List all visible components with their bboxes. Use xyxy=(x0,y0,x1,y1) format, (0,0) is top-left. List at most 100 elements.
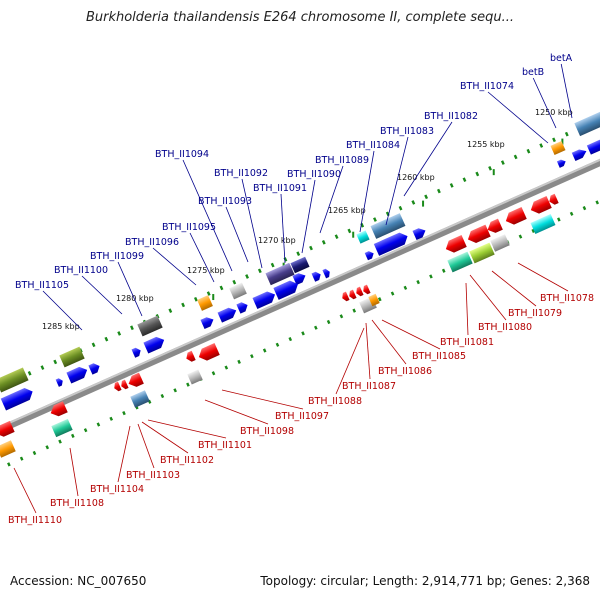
label-beta[interactable]: betA xyxy=(550,53,573,64)
label-bth-ii1096[interactable]: BTH_II1096 xyxy=(125,237,179,248)
gene-lime-box[interactable] xyxy=(469,242,495,264)
label-bth-ii1101[interactable]: BTH_II1101 xyxy=(198,440,252,451)
gene-bth-ii1102-box[interactable] xyxy=(130,390,150,408)
gene-arrow-minus[interactable] xyxy=(354,286,364,298)
gene-bth-ii1092-arrow[interactable] xyxy=(273,278,300,300)
leader-bth-ii1090 xyxy=(301,179,316,254)
gene-bth-ii1095-arrow[interactable] xyxy=(217,305,239,323)
label-bth-ii1087[interactable]: BTH_II1087 xyxy=(342,381,396,392)
gene-bth-ii1094-box[interactable] xyxy=(229,282,247,300)
gene-arrow-minus[interactable] xyxy=(340,291,350,303)
gene-arrow-minus[interactable] xyxy=(184,350,196,363)
label-bth-ii1093[interactable]: BTH_II1093 xyxy=(198,196,252,207)
label-bth-ii1103[interactable]: BTH_II1103 xyxy=(126,470,180,481)
gene-arrow-plus[interactable] xyxy=(364,250,376,261)
label-bth-ii1105[interactable]: BTH_II1105 xyxy=(15,280,69,291)
gene-bth-ii1110-arrow[interactable] xyxy=(0,420,15,439)
label-bth-ii1090[interactable]: BTH_II1090 xyxy=(287,169,341,180)
label-bth-ii1085[interactable]: BTH_II1085 xyxy=(412,351,466,362)
label-bth-ii1092[interactable]: BTH_II1092 xyxy=(214,168,268,179)
label-bth-ii1097[interactable]: BTH_II1097 xyxy=(275,411,329,422)
gene-arrow-minus[interactable] xyxy=(347,289,357,301)
gene-arrow-minus[interactable] xyxy=(361,284,371,296)
label-bth-ii1102[interactable]: BTH_II1102 xyxy=(160,455,214,466)
gene-bth-ii1093-arrow[interactable] xyxy=(252,289,278,309)
gene-cyan-box[interactable] xyxy=(530,214,556,234)
gene-beta-arrow[interactable] xyxy=(586,137,600,155)
label-bth-ii1099[interactable]: BTH_II1099 xyxy=(90,251,144,262)
leader-bth-ii1103 xyxy=(137,423,155,469)
gene-bth-ii1081-arrow[interactable] xyxy=(443,234,467,255)
gene-bth-ii1099-box[interactable] xyxy=(137,315,163,337)
gene-bth-ii1105-box[interactable] xyxy=(59,346,85,368)
leader-bth-ii1081 xyxy=(465,282,469,336)
gene-bth-ii1084-box[interactable] xyxy=(356,230,370,244)
gene-bth-ii1074-box[interactable] xyxy=(550,140,566,156)
gene-bth-ii1091-box[interactable] xyxy=(265,262,295,286)
label-bth-ii1079[interactable]: BTH_II1079 xyxy=(508,308,562,319)
gene-arrow-plus[interactable] xyxy=(88,361,101,375)
label-bth-ii1110[interactable]: BTH_II1110 xyxy=(8,515,62,526)
gene-arrow-minus[interactable] xyxy=(547,193,559,206)
gene-bth-ii1083-arrow[interactable] xyxy=(373,230,410,256)
gene-bth-ii1080-arrow[interactable] xyxy=(465,224,491,246)
gene-arrow-plus[interactable] xyxy=(556,158,567,168)
leader-bth-ii1099 xyxy=(117,261,143,317)
gene-bth-ii1104-arrow[interactable] xyxy=(48,401,68,418)
gene-bth-ii1090-box[interactable] xyxy=(290,256,310,274)
gene-bth-ii1098-box[interactable] xyxy=(187,369,203,385)
label-bth-ii1086[interactable]: BTH_II1086 xyxy=(378,366,432,377)
leader-bth-ii1105 xyxy=(42,290,83,331)
label-bth-ii1081[interactable]: BTH_II1081 xyxy=(440,337,494,348)
label-betb[interactable]: betB xyxy=(522,67,544,78)
gene-arrow-plus[interactable] xyxy=(66,364,89,384)
gene-arrow-plus[interactable] xyxy=(200,315,215,330)
label-bth-ii1098[interactable]: BTH_II1098 xyxy=(240,426,294,437)
gene-bth-ii1082-box[interactable] xyxy=(370,213,406,239)
gene-arrow-minus[interactable] xyxy=(485,218,503,236)
gene-bth-ii1108-box[interactable] xyxy=(51,418,73,438)
label-bth-ii1083[interactable]: BTH_II1083 xyxy=(380,126,434,137)
gene-arrow-plus[interactable] xyxy=(0,386,36,411)
gene-arrow-plus[interactable] xyxy=(55,377,65,387)
label-bth-ii1088[interactable]: BTH_II1088 xyxy=(308,396,362,407)
gene-olive-box[interactable] xyxy=(0,367,29,393)
gene-bth-ii1097-arrow[interactable] xyxy=(196,342,220,363)
label-bth-ii1108[interactable]: BTH_II1108 xyxy=(50,498,104,509)
gene-teal-box[interactable] xyxy=(447,251,473,273)
gene-arrow-plus[interactable] xyxy=(292,271,307,286)
label-bth-ii1080[interactable]: BTH_II1080 xyxy=(478,322,532,333)
accession-text: Accession: NC_007650 xyxy=(10,574,147,588)
gene-bth-ii1100-arrow[interactable] xyxy=(143,334,166,354)
gene-arrow-plus[interactable] xyxy=(571,147,588,161)
gene-arrow-plus[interactable] xyxy=(311,270,323,282)
gene-betb-box[interactable] xyxy=(574,111,600,137)
tick-label-1280-kbp: 1280 kbp xyxy=(116,294,154,303)
gene-bth-ii1079-arrow[interactable] xyxy=(503,206,527,227)
gene-arrow-minus[interactable] xyxy=(112,381,122,393)
gene-bth-ii1096-box[interactable] xyxy=(197,295,213,311)
label-bth-ii1091[interactable]: BTH_II1091 xyxy=(253,183,307,194)
leader-bth-ii1087 xyxy=(365,322,371,380)
label-bth-ii1078[interactable]: BTH_II1078 xyxy=(540,293,594,304)
gene-orange-box[interactable] xyxy=(368,293,380,307)
label-bth-ii1104[interactable]: BTH_II1104 xyxy=(90,484,144,495)
label-bth-ii1082[interactable]: BTH_II1082 xyxy=(424,111,478,122)
label-bth-ii1095[interactable]: BTH_II1095 xyxy=(162,222,216,233)
label-bth-ii1074[interactable]: BTH_II1074 xyxy=(460,81,514,92)
label-bth-ii1100[interactable]: BTH_II1100 xyxy=(54,265,108,276)
gene-arrow-plus[interactable] xyxy=(322,268,331,279)
gene-gray-box[interactable] xyxy=(490,234,510,252)
tick-label-1270-kbp: 1270 kbp xyxy=(258,236,296,245)
gene-bth-ii1101-arrow[interactable] xyxy=(126,372,144,390)
gene-orange-box[interactable] xyxy=(0,440,16,458)
gene-arrow-plus[interactable] xyxy=(412,226,427,241)
leader-bth-ii1074 xyxy=(487,91,549,144)
gene-arrow-plus[interactable] xyxy=(236,300,249,314)
gene-arrow-plus[interactable] xyxy=(131,346,143,358)
label-bth-ii1089[interactable]: BTH_II1089 xyxy=(315,155,369,166)
label-bth-ii1084[interactable]: BTH_II1084 xyxy=(346,140,400,151)
gene-bth-ii1078-arrow[interactable] xyxy=(528,195,552,216)
gene-arrow-minus[interactable] xyxy=(119,379,129,391)
label-bth-ii1094[interactable]: BTH_II1094 xyxy=(155,149,209,160)
